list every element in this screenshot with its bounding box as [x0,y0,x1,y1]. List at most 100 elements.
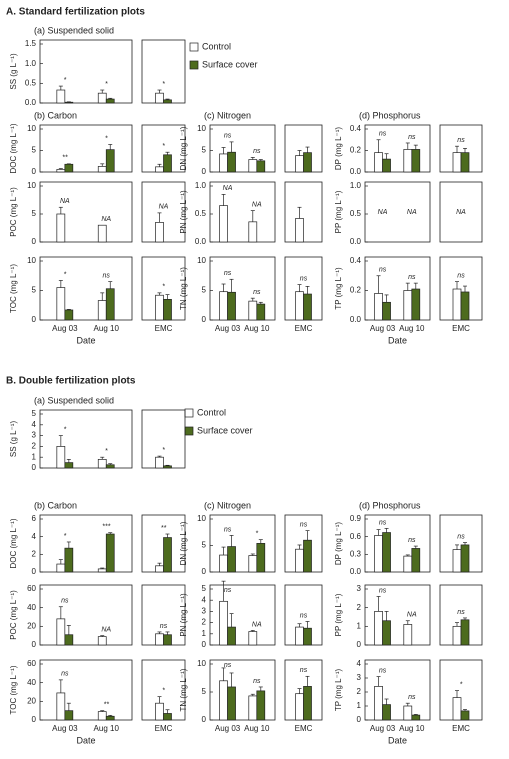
y-tick-label: 2 [32,549,37,558]
significance-label: ns [253,678,261,685]
plot-frame [209,514,276,573]
bar [155,92,164,104]
y-tick-label: 1.0 [25,59,37,68]
bar [303,293,312,321]
x-tick-label: Aug 03 [52,324,78,333]
bar [97,166,107,173]
plot-frame [209,659,276,721]
bar [460,710,470,721]
significance-label: ns [224,270,232,277]
y-tick-label: 10 [27,124,36,133]
x-tick-label: Aug 03 [52,724,78,733]
significance-label: * [63,533,66,540]
y-tick-label: 6 [32,514,37,523]
y-tick-label: 10 [197,514,206,523]
y-tick-label: 4 [357,659,362,668]
significance-label: ns [457,609,465,616]
bar [56,213,66,243]
y-axis-label: SS (g L⁻¹) [9,421,18,458]
bar [256,543,266,573]
y-tick-label: 0 [202,315,207,324]
y-tick-label: 0.3 [350,549,362,558]
y-axis-label: TP (mg L⁻¹) [334,669,343,712]
panel-title: (d) Phosphorus [359,110,421,120]
significance-label: NA [407,209,417,216]
y-tick-label: 3 [32,431,37,440]
x-tick-label: Aug 03 [215,324,241,333]
significance-label: * [63,77,66,84]
y-tick-label: 0 [32,567,37,576]
bar [155,456,164,469]
bar [64,462,74,469]
bar [97,636,107,646]
significance-label: NA [101,216,111,223]
section-title: B. Double fertilization plots [6,376,136,387]
bar [64,634,74,646]
plot-frame [364,514,431,573]
bar [452,288,462,321]
bar [248,221,258,243]
significance-label: ns [379,267,387,274]
bar [97,224,107,243]
y-tick-label: 0.6 [350,532,362,541]
plot-frame [364,659,431,721]
significance-label: ns [224,133,232,140]
significance-label: * [255,531,258,538]
y-tick-label: 0 [32,715,37,724]
y-tick-label: 0.4 [350,124,362,133]
significance-label: ns [300,612,308,619]
y-tick-label: 1 [32,452,37,461]
x-tick-label: EMC [295,724,313,733]
significance-label: ** [104,702,110,709]
y-axis-label: PP (mg L⁻¹) [334,190,343,233]
bar [295,218,304,243]
plot-frame [209,124,276,173]
bar [219,153,228,173]
bar [163,299,172,321]
panel-title: (a) Suspended solid [34,25,114,35]
y-tick-label: 4 [32,420,37,429]
significance-label: ns [379,667,387,674]
plot-frame [209,256,276,321]
y-tick-label: 2 [202,618,207,627]
x-tick-label: Aug 10 [244,724,270,733]
x-tick-label: EMC [295,324,313,333]
y-tick-label: 0.4 [350,256,362,265]
panel-title: (b) Carbon [34,110,77,120]
y-tick-label: 1 [357,621,362,630]
bar [105,98,115,104]
y-tick-label: 40 [27,678,36,687]
y-tick-label: 20 [27,696,36,705]
bar [163,713,172,721]
bar [374,535,383,573]
significance-label: * [63,271,66,278]
y-tick-label: 0 [202,640,207,649]
y-tick-label: 0 [357,640,362,649]
y-axis-label: DOC (mg L⁻¹) [9,123,18,173]
bar [56,618,66,646]
significance-label: * [162,284,165,291]
bar [403,149,413,173]
bar [248,300,258,321]
bar [64,163,74,173]
y-axis-label: DN (mg L⁻¹) [179,521,188,565]
significance-label: * [63,426,66,433]
plot-frame [39,584,133,646]
y-tick-label: 0.0 [195,237,207,246]
significance-label: * [105,81,108,88]
bar [303,686,312,721]
bar [105,149,115,173]
significance-label: ns [457,137,465,144]
significance-label: NA [101,627,111,634]
y-tick-label: 0 [202,167,207,176]
legend-label: Surface cover [202,59,258,69]
bar [227,626,236,646]
x-tick-label: EMC [452,724,470,733]
significance-label: ns [300,667,308,674]
bar [248,555,258,573]
bar [452,625,462,646]
x-tick-label: Aug 10 [399,724,425,733]
y-tick-label: 1 [202,629,207,638]
significance-label: * [460,681,463,688]
plot-frame [209,584,276,646]
